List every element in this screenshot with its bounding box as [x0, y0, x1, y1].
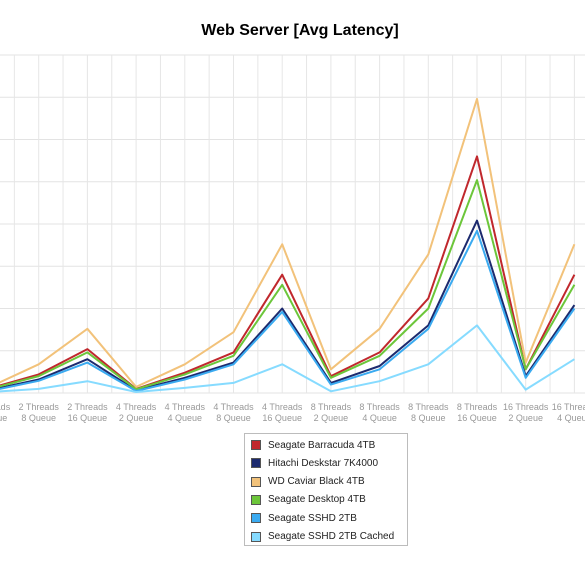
- x-tick-label: 2 Queue: [119, 413, 154, 423]
- x-tick-label: 16 Queue: [68, 413, 108, 423]
- series-line-1: [0, 219, 576, 392]
- x-tick-label: 2 Queue: [314, 413, 349, 423]
- x-tick-label: 16 Threads: [552, 402, 585, 412]
- x-tick-label: 4 Threads: [262, 402, 303, 412]
- legend-label: Seagate SSHD 2TB: [268, 512, 357, 524]
- x-tick-label: 1 Threads: [0, 402, 11, 412]
- x-tick-label: 8 Threads: [408, 402, 449, 412]
- x-tick-label: 4 Threads: [116, 402, 157, 412]
- x-tick-label: 8 Threads: [359, 402, 400, 412]
- series-line-4: [0, 229, 576, 392]
- legend-item: Seagate SSHD 2TB Cached: [251, 531, 394, 543]
- x-tick-label: 4 Queue: [362, 413, 397, 423]
- x-tick-label: 2 Threads: [67, 402, 108, 412]
- legend-swatch: [251, 494, 261, 505]
- legend: Seagate Barracuda 4TB Hitachi Deskstar 7K…: [244, 433, 408, 546]
- legend-label: Hitachi Deskstar 7K4000: [268, 457, 379, 469]
- legend-swatch: [251, 458, 261, 469]
- legend-label: Seagate Barracuda 4TB: [268, 439, 376, 451]
- chart-title: Web Server [Avg Latency]: [201, 22, 398, 39]
- legend-label: WD Caviar Black 4TB: [268, 476, 365, 488]
- legend-item: WD Caviar Black 4TB: [251, 476, 365, 488]
- grid: [0, 54, 585, 394]
- x-tick-label: 8 Queue: [216, 413, 251, 423]
- legend-swatch: [251, 513, 261, 524]
- x-tick-label: 2 Queue: [508, 413, 543, 423]
- x-tick-label: 4 Queue: [168, 413, 203, 423]
- x-tick-label: 4 Threads: [213, 402, 254, 412]
- legend-item: Seagate Desktop 4TB: [251, 494, 366, 506]
- legend-swatch: [251, 440, 261, 450]
- x-tick-label: 4 Threads: [165, 402, 206, 412]
- x-tick-label: 4 Queue: [557, 413, 585, 423]
- x-tick-label: 1 Queue: [0, 413, 7, 423]
- x-tick-label: 8 Threads: [311, 402, 352, 412]
- series-line-3: [0, 179, 576, 391]
- x-tick-label: 8 Threads: [457, 402, 498, 412]
- legend-label: Seagate SSHD 2TB Cached: [268, 531, 395, 542]
- x-tick-label: 16 Threads: [503, 402, 549, 412]
- x-tick-label: 8 Queue: [411, 413, 446, 423]
- legend-item: Hitachi Deskstar 7K4000: [251, 457, 378, 469]
- legend-item: Seagate SSHD 2TB: [251, 512, 357, 524]
- series-line-0: [0, 155, 576, 390]
- x-tick-label: 16 Queue: [457, 413, 497, 423]
- series-line-5: [0, 324, 575, 393]
- x-tick-label: 2 Threads: [19, 402, 60, 412]
- series-lines: [0, 97, 576, 393]
- legend-swatch: [251, 531, 261, 542]
- x-tick-label: 8 Queue: [21, 413, 56, 423]
- legend-swatch: [251, 476, 261, 487]
- legend-label: Seagate Desktop 4TB: [268, 494, 366, 506]
- legend-item: Seagate Barracuda 4TB: [251, 439, 375, 451]
- series-line-2: [0, 97, 576, 388]
- x-tick-label: 16 Queue: [262, 413, 302, 423]
